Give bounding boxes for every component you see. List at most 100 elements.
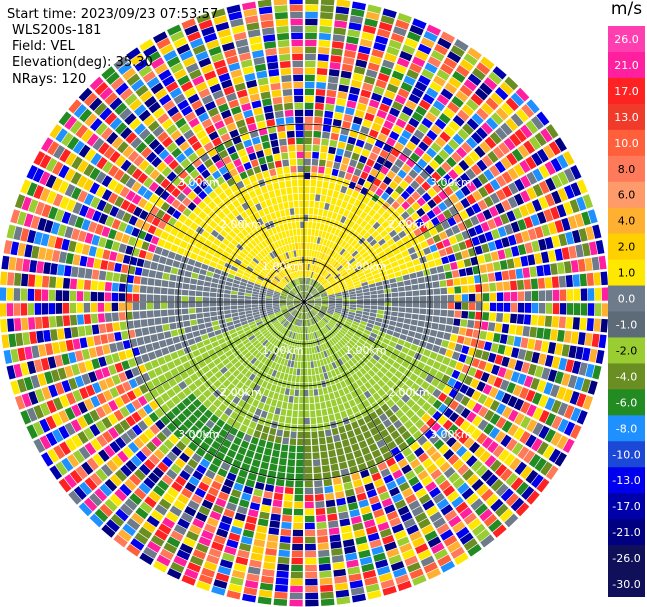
range-gate [431,322,439,330]
range-gate [460,319,468,328]
range-gate [309,333,312,340]
range-gate [218,445,229,455]
range-gate [143,335,152,344]
range-gate [392,567,407,578]
range-gate [338,192,345,201]
range-gate [160,231,170,240]
range-gate [289,438,297,446]
range-gate [342,273,350,279]
range-gate [418,493,431,505]
range-gate [332,190,340,199]
range-gate [317,313,323,319]
range-gate [386,215,395,225]
range-gate [370,290,377,295]
range-gate [482,302,490,311]
range-gate [266,412,274,421]
range-gate [390,404,400,414]
range-gate [525,201,536,215]
range-gate [291,309,297,315]
range-gate [230,332,238,339]
range-gate [459,84,473,97]
range-gate [312,445,320,453]
range-gate [276,570,289,578]
range-gate [312,291,319,296]
range-gate [391,101,404,111]
range-gate [296,326,299,333]
range-gate [405,452,417,463]
range-gate [474,245,483,255]
range-gate [510,497,525,512]
range-gate [143,189,154,201]
range-gate [557,329,565,342]
range-gate [359,384,368,393]
range-gate [456,260,465,269]
range-gate [254,187,262,196]
range-gate [270,384,277,392]
range-gate [293,403,299,411]
range-gate [265,298,273,301]
range-gate [343,401,351,410]
range-gate [412,296,420,302]
range-gate [312,332,316,340]
range-gate [283,373,289,381]
range-gate [265,441,274,449]
range-gate [48,206,59,220]
range-gate [137,407,148,419]
range-gate [70,419,82,433]
range-gate [199,152,210,163]
range-gate [172,384,182,394]
range-gate [235,119,246,129]
range-gate [338,425,346,434]
range-gate [48,303,56,315]
range-gate [274,189,281,197]
range-gate [232,226,241,235]
range-gate [361,563,375,573]
range-gate [165,399,176,410]
range-gate [419,371,428,380]
range-gate [337,366,344,374]
range-gate [226,55,239,65]
range-gate [210,353,219,361]
range-gate [534,252,543,265]
range-gate [223,508,235,518]
range-gate [188,383,198,392]
range-gate [325,285,332,290]
range-gate [222,207,231,216]
range-gate [256,333,263,340]
range-gate [21,393,32,408]
range-gate [489,427,501,439]
range-gate [403,318,411,325]
range-gate [134,123,146,136]
range-gate [335,343,342,350]
range-gate [196,580,211,592]
range-gate [205,175,215,185]
range-gate [385,457,396,467]
range-gate [212,170,222,180]
range-gate [381,96,393,107]
range-gate [305,319,307,327]
range-gate [195,302,203,308]
range-gate [94,223,104,235]
range-gate [152,341,161,350]
range-gate [304,67,316,75]
range-gate [90,196,101,209]
range-gate [348,573,362,582]
range-gate [474,369,484,380]
range-gate [236,372,244,381]
range-gate [279,372,285,380]
range-gate [321,295,328,299]
range-gate [243,109,254,119]
range-gate [243,193,251,202]
range-gate [294,271,298,279]
range-gate [222,155,232,165]
range-gate [341,250,349,258]
range-gate [307,298,315,301]
range-gate [456,335,465,344]
range-gate [461,302,469,310]
range-gate [392,348,401,356]
range-gate [83,163,95,177]
range-gate [307,368,312,376]
range-gate [241,228,249,237]
range-gate [226,472,237,482]
range-gate [349,15,364,24]
